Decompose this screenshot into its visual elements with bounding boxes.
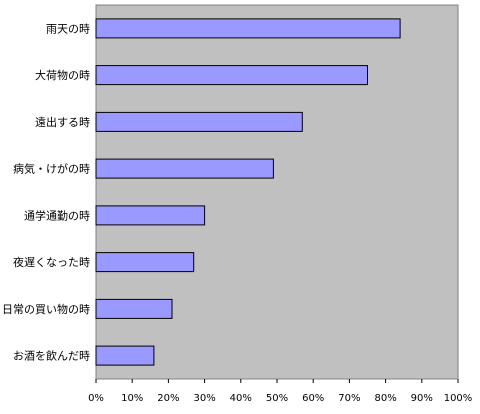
category-label: 遠出する時 (35, 115, 90, 129)
category-label: 夜遅くなった時 (13, 255, 90, 269)
x-tick-label: 60% (302, 393, 324, 404)
category-labels: 雨天の時大荷物の時遠出する時病気・けがの時通学通勤の時夜遅くなった時日常の買い物… (2, 22, 90, 362)
bars (95, 18, 401, 366)
x-tick-label: 40% (230, 393, 252, 404)
x-axis-ticks (95, 379, 459, 383)
x-tick-label: 80% (374, 393, 396, 404)
category-label: 病気・けがの時 (13, 162, 90, 176)
category-label: 日常の買い物の時 (2, 302, 90, 316)
x-tick-label: 70% (338, 393, 360, 404)
bar-1 (95, 18, 401, 39)
bar-3 (95, 111, 303, 132)
plot-area (95, 4, 459, 380)
x-tick-label: 100% (444, 393, 473, 404)
x-tick-label: 20% (157, 393, 179, 404)
bar-2 (95, 65, 368, 86)
category-label: 大荷物の時 (35, 68, 90, 82)
category-label: 雨天の時 (46, 22, 90, 35)
x-tick-label: 90% (411, 393, 433, 404)
category-label: 通学通勤の時 (24, 208, 90, 222)
category-label: お酒を飲んだ時 (13, 349, 90, 363)
x-tick-label: 10% (121, 393, 143, 404)
bar-8 (95, 345, 155, 366)
x-tick-label: 50% (266, 393, 288, 404)
x-axis-tick-labels: 0% 10% 20% 30% 40% 50% 60% 70% 80% 90% 100% (88, 393, 472, 404)
bar-6 (95, 252, 195, 273)
x-tick-label: 30% (193, 393, 215, 404)
bar-4 (95, 158, 274, 179)
x-tick-label: 0% (88, 393, 104, 404)
bar-7 (95, 298, 173, 319)
bar-5 (95, 205, 206, 226)
